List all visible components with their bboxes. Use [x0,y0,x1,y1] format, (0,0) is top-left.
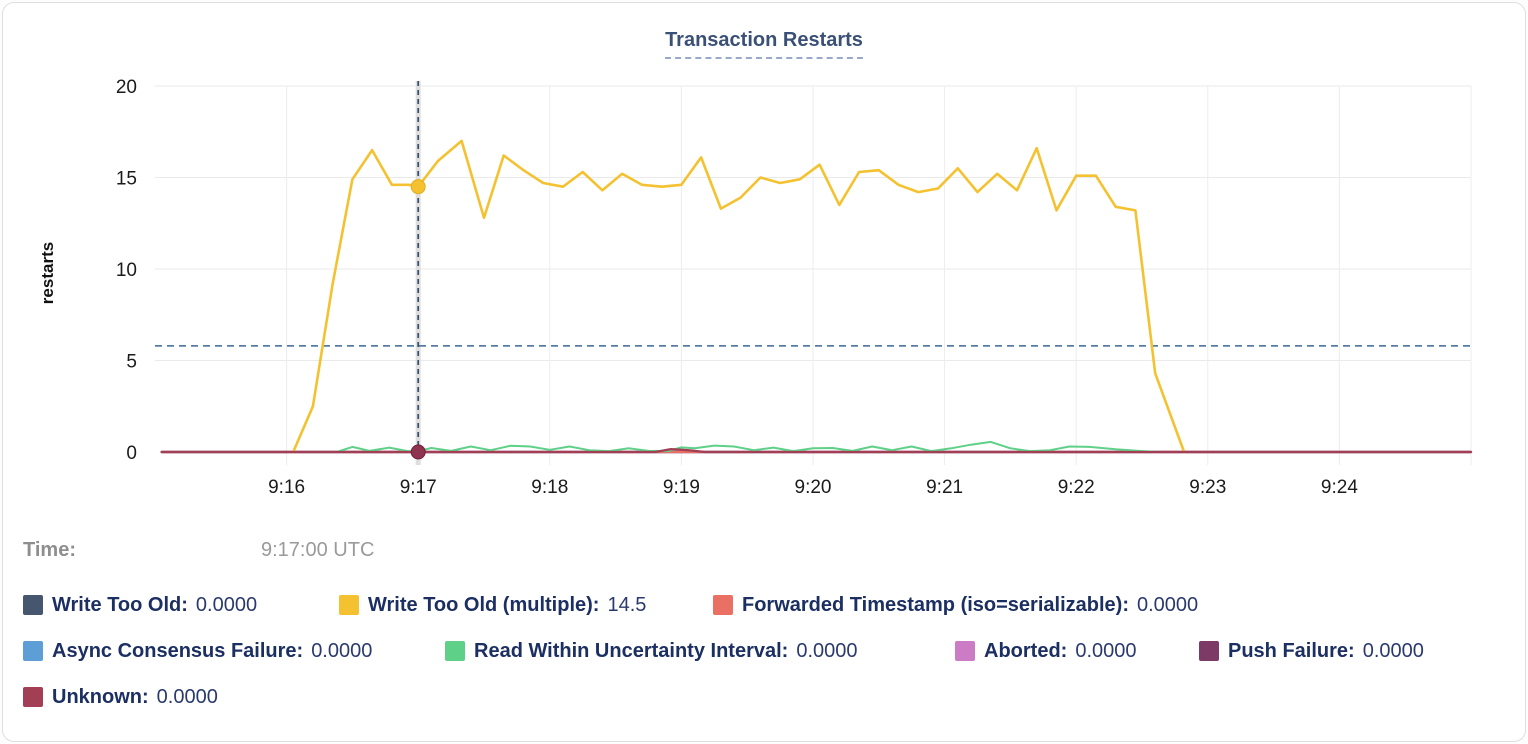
legend-row-3: Unknown: 0.0000 [23,685,1515,709]
legend-value: 0.0000 [796,639,858,662]
legend-item-unknown[interactable]: Unknown: 0.0000 [23,686,218,709]
legend-item-forwarded-timestamp[interactable]: Forwarded Timestamp (iso=serializable): … [713,594,1198,617]
legend-item-push-failure[interactable]: Push Failure: 0.0000 [1199,640,1424,663]
series-line-write-too-old-multiple- [291,139,1186,454]
legend-item-aborted[interactable]: Aborted: 0.0000 [955,640,1199,663]
y-tick-label: 10 [116,260,137,281]
legend-label: Write Too Old (multiple): [368,593,600,616]
x-tick-label: 9:19 [663,477,700,498]
legend-label: Forwarded Timestamp (iso=serializable): [742,593,1129,616]
legend-swatch-push-failure [1199,641,1219,661]
legend-swatch-write-too-old [23,595,43,615]
transaction-restarts-chart[interactable]: 0 5 10 15 20 9:16 9:17 9:18 9:19 9:20 9:21 9:22 9:23… [3,3,1526,515]
legend-row-2: Async Consensus Failure: 0.0000 Read Wit… [23,639,1515,663]
chart-title: Transaction Restarts [3,29,1525,59]
x-tick-label: 9:18 [531,477,568,498]
legend-item-async-consensus-failure[interactable]: Async Consensus Failure: 0.0000 [23,640,445,663]
x-tick-label: 9:17 [400,477,437,498]
legend-value: 14.5 [607,593,647,616]
legend-value: 0.0000 [156,685,218,708]
chart-title-text: Transaction Restarts [665,29,863,59]
x-tick-label: 9:20 [795,477,832,498]
legend-label: Push Failure: [1228,639,1355,662]
y-tick-label: 15 [116,169,137,190]
x-tick-label: 9:16 [268,477,305,498]
legend-item-write-too-old[interactable]: Write Too Old: 0.0000 [23,594,339,617]
legend-swatch-forwarded-timestamp [713,595,733,615]
time-label: Time: [23,539,76,561]
legend-swatch-async-consensus-failure [23,641,43,661]
y-axis-label: restarts [38,242,57,304]
x-tick-label: 9:24 [1321,477,1358,498]
legend-swatch-write-too-old-multiple [339,595,359,615]
legend-label: Aborted: [984,639,1068,662]
legend-swatch-read-within-uncertainty [445,641,465,661]
hover-time-row: Time: 9:17:00 UTC [23,539,1505,563]
legend-row-1: Write Too Old: 0.0000 Write Too Old (mul… [23,593,1515,617]
legend-swatch-aborted [955,641,975,661]
y-tick-label: 20 [116,77,137,98]
legend-label: Read Within Uncertainty Interval: [474,639,789,662]
legend-label: Write Too Old: [52,593,188,616]
crosshair-dot-write-too-old-multiple- [410,179,426,195]
time-value: 9:17:00 UTC [261,539,375,561]
x-tick-label: 9:22 [1058,477,1095,498]
legend-label: Async Consensus Failure: [52,639,304,662]
legend-item-write-too-old-multiple[interactable]: Write Too Old (multiple): 14.5 [339,594,713,617]
series-line-read-within-uncertainty-interval [335,440,1161,453]
y-tick-label: 5 [126,352,137,373]
legend-value: 0.0000 [1075,639,1137,662]
legend-value: 0.0000 [1136,593,1199,616]
legend-swatch-unknown [23,687,43,707]
legend-value: 0.0000 [195,593,258,616]
chart-legend: Write Too Old: 0.0000 Write Too Old (mul… [23,593,1515,731]
x-tick-label: 9:21 [926,477,963,498]
legend-value: 0.0000 [1362,639,1424,662]
legend-item-read-within-uncertainty[interactable]: Read Within Uncertainty Interval: 0.0000 [445,640,955,663]
legend-label: Unknown: [52,685,149,708]
crosshair-dot-unknown [410,444,426,460]
series-line-unknown [160,447,1473,454]
x-tick-label: 9:23 [1189,477,1226,498]
legend-value: 0.0000 [311,639,373,662]
y-tick-label: 0 [126,443,137,464]
